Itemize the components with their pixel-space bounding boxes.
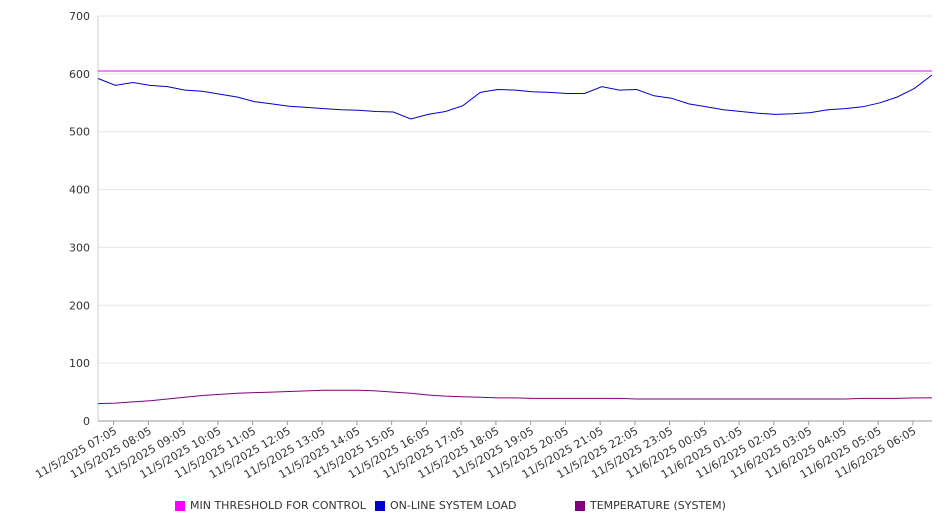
- y-tick-label: 0: [83, 415, 90, 428]
- y-tick-label: 400: [69, 184, 90, 197]
- y-tick-label: 500: [69, 126, 90, 139]
- series-line-temperature-system: [97, 389, 932, 405]
- legend-swatch-temperature: [575, 500, 585, 511]
- series-line-on-line-system-load: [97, 74, 933, 120]
- y-tick-label: 300: [69, 241, 90, 254]
- y-tick-label: 600: [69, 68, 90, 81]
- y-axis: 0 100 200 300 400 500 600 700: [69, 10, 99, 428]
- legend-swatch-system-load: [375, 500, 385, 511]
- legend-item-min-threshold[interactable]: MIN THRESHOLD FOR CONTROL: [175, 499, 366, 512]
- y-tick-label: 700: [69, 10, 90, 23]
- legend-swatch-min-threshold: [175, 500, 185, 511]
- legend: MIN THRESHOLD FOR CONTROL ON-LINE SYSTEM…: [0, 499, 946, 513]
- legend-label-temperature: TEMPERATURE (SYSTEM): [590, 499, 726, 512]
- plot-area: [97, 70, 933, 405]
- legend-item-system-load[interactable]: ON-LINE SYSTEM LOAD: [375, 499, 516, 512]
- gridlines: [98, 15, 932, 422]
- y-tick-label: 200: [69, 299, 90, 312]
- y-tick-label: 100: [69, 357, 90, 370]
- legend-label-min-threshold: MIN THRESHOLD FOR CONTROL: [190, 499, 366, 512]
- legend-label-system-load: ON-LINE SYSTEM LOAD: [390, 499, 517, 512]
- legend-item-temperature[interactable]: TEMPERATURE (SYSTEM): [575, 499, 726, 512]
